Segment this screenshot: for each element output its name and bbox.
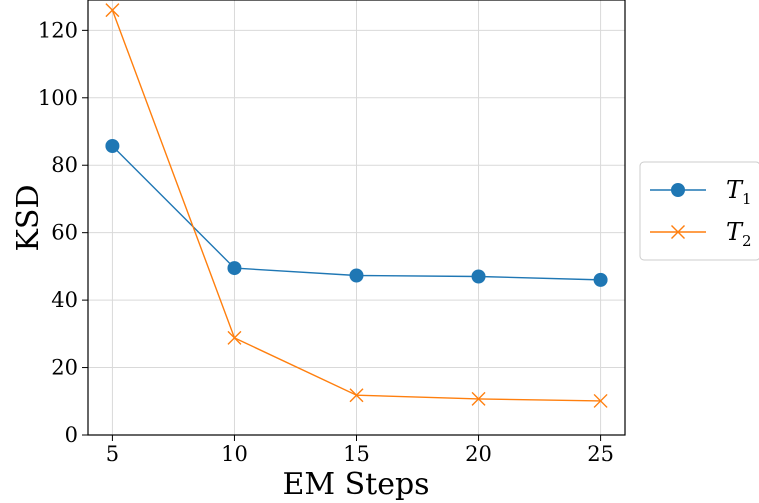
legend-label-2: T2 [726,218,752,250]
series-2-point [471,391,486,406]
x-tick-label: 10 [221,442,248,466]
y-axis-ticks: 0 20 40 60 80 100 120 [38,18,88,447]
legend-label-1: T1 [726,176,752,208]
series-1-point [471,269,486,284]
series-1-point [105,139,120,154]
y-tick-label: 20 [51,356,78,380]
legend-marker-1 [671,183,685,197]
grid-lines [88,0,625,436]
series-2 [105,3,608,408]
legend-frame [639,161,759,261]
y-tick-label: 60 [51,221,78,245]
series-2-point [105,3,120,18]
series-2-point [349,388,364,403]
series-2-point [593,393,608,408]
y-tick-label: 120 [38,18,78,42]
y-tick-label: 80 [51,153,78,177]
x-tick-label: 15 [343,442,370,466]
y-tick-label: 0 [65,423,78,447]
series-1-point [593,272,608,287]
legend-marker-2 [671,225,685,239]
x-tick-label: 5 [106,442,119,466]
x-tick-label: 25 [587,442,614,466]
y-tick-label: 100 [38,86,78,110]
series-layer [105,3,608,408]
series-1-point [227,261,242,276]
y-tick-label: 40 [51,288,78,312]
series-1-point [349,268,364,283]
series-2-point [227,330,242,345]
y-axis-label: KSD [11,184,46,251]
x-axis-label: EM Steps [282,467,429,502]
x-axis-ticks: 5 10 15 20 25 [106,435,614,466]
x-tick-label: 20 [465,442,492,466]
